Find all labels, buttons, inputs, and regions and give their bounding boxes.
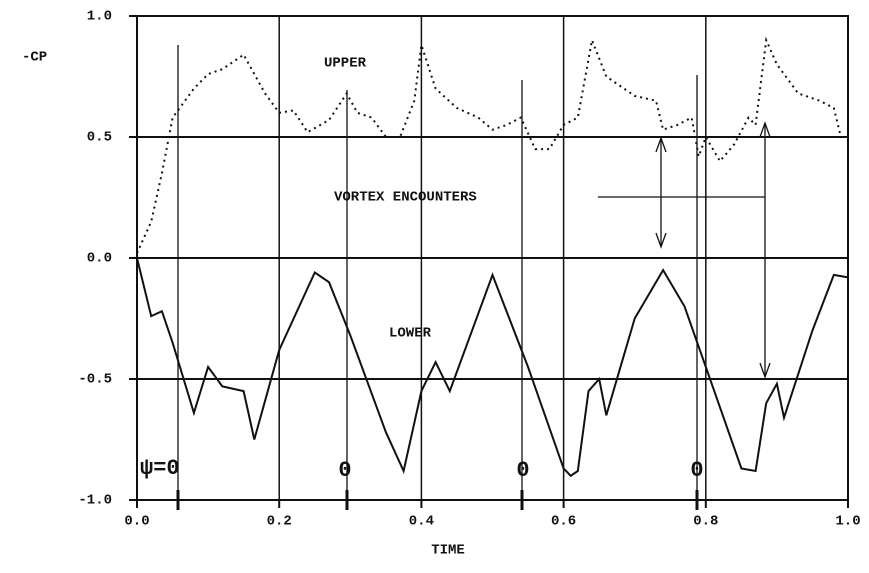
x-tick-label: 0.4 [409,514,434,530]
y-tick-label: -0.5 [78,372,112,388]
y-tick-label: -1.0 [78,493,112,509]
x-tick-label: 0.6 [551,514,576,530]
y-tick-label: 1.0 [87,9,112,25]
x-tick-label: 0.2 [267,514,292,530]
series-label: UPPER [324,56,367,72]
annotation: 0 [690,458,703,483]
x-tick-label: 0.0 [124,514,149,530]
series-line [136,257,849,478]
annotation: VORTEX ENCOUNTERS [334,190,477,206]
series-line [136,36,848,254]
x-tick-label: 0.8 [693,514,718,530]
series-label: LOWER [389,326,432,342]
annotation: ψ=0 [140,456,180,481]
x-axis-label: TIME [431,543,465,559]
x-tick-label: 1.0 [835,514,860,530]
y-tick-label: 0.0 [87,251,112,267]
y-tick-label: 0.5 [87,130,112,146]
annotation: 0 [338,458,351,483]
y-axis-label: -CP [22,50,47,66]
annotation: 0 [516,458,529,483]
